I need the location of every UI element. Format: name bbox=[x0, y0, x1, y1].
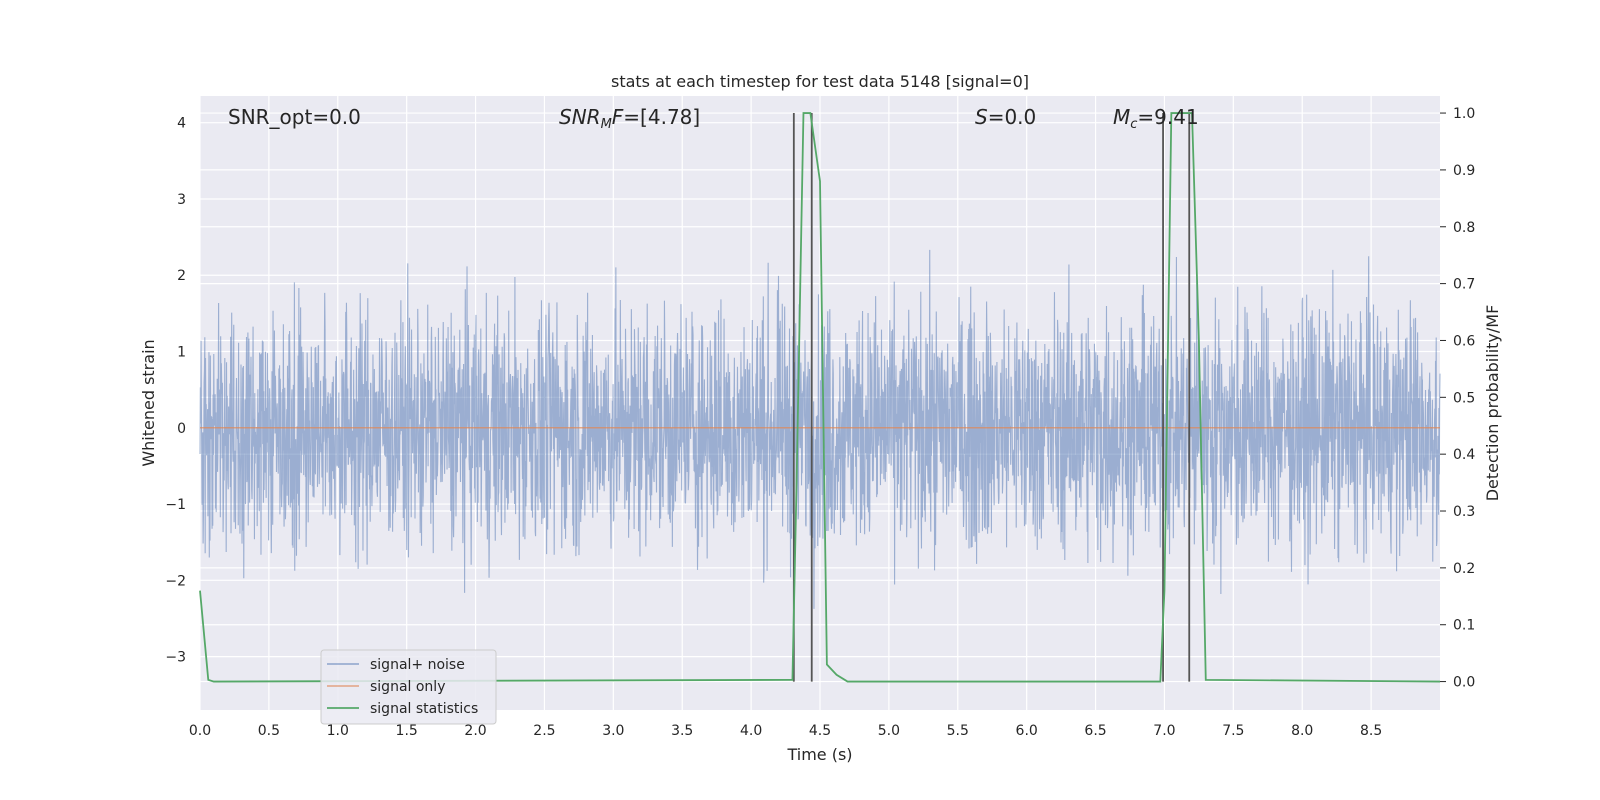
y-tick-label-left: 3 bbox=[177, 192, 186, 208]
x-tick-label: 7.0 bbox=[1153, 723, 1175, 739]
annotation-snr-opt: SNR_opt=0.0 bbox=[228, 105, 361, 129]
x-axis-label: Time (s) bbox=[786, 745, 852, 764]
y-tick-label-left: −2 bbox=[165, 573, 186, 589]
y-tick-label-right: 0.3 bbox=[1453, 504, 1475, 520]
legend-label-signal-noise: signal+ noise bbox=[370, 657, 465, 673]
series-signal-statistics bbox=[199, 112, 1441, 683]
y-tick-label-left: 0 bbox=[177, 421, 186, 437]
y-tick-label-left: −1 bbox=[165, 497, 186, 513]
x-tick-label: 7.5 bbox=[1222, 723, 1244, 739]
y-tick-label-right: 0.4 bbox=[1453, 447, 1475, 463]
legend-label-signal-statistics: signal statistics bbox=[370, 701, 478, 717]
annotation-s: S=0.0 bbox=[975, 105, 1036, 129]
y-tick-label-right: 1.0 bbox=[1453, 106, 1475, 122]
x-tick-label: 3.0 bbox=[602, 723, 624, 739]
x-tick-label: 6.5 bbox=[1084, 723, 1106, 739]
y-tick-label-right: 0.1 bbox=[1453, 618, 1475, 634]
series-line-signal-statistics bbox=[199, 112, 1441, 683]
x-tick-label: 3.5 bbox=[671, 723, 693, 739]
legend-label-signal-only: signal only bbox=[370, 679, 445, 695]
y-tick-label-right: 0.5 bbox=[1453, 390, 1475, 406]
x-tick-label: 4.5 bbox=[809, 723, 831, 739]
y-tick-label-left: −3 bbox=[165, 650, 186, 666]
x-tick-label: 2.0 bbox=[464, 723, 486, 739]
x-tick-label: 8.0 bbox=[1291, 723, 1313, 739]
legend-box bbox=[320, 649, 497, 725]
y-tick-label-right: 0.0 bbox=[1453, 675, 1475, 691]
y-tick-label-right: 0.7 bbox=[1453, 277, 1475, 293]
y-tick-label-right: 0.2 bbox=[1453, 561, 1475, 577]
y-axis-label-left: Whitened strain bbox=[139, 339, 158, 466]
y-tick-label-right: 0.9 bbox=[1453, 163, 1475, 179]
annotation-snr-mf: SNRMF=[4.78] bbox=[559, 105, 700, 132]
legend: signal+ noise signal only signal statist… bbox=[320, 649, 497, 725]
x-tick-label: 1.0 bbox=[327, 723, 349, 739]
x-tick-label: 4.0 bbox=[740, 723, 762, 739]
y-tick-label-left: 4 bbox=[177, 116, 186, 132]
x-tick-label: 5.0 bbox=[878, 723, 900, 739]
x-tick-label: 2.5 bbox=[533, 723, 555, 739]
x-tick-label: 5.5 bbox=[947, 723, 969, 739]
y-tick-label-left: 2 bbox=[177, 268, 186, 284]
chart-title: stats at each timestep for test data 514… bbox=[611, 72, 1029, 91]
x-tick-label: 8.5 bbox=[1360, 723, 1382, 739]
x-tick-label: 0.5 bbox=[258, 723, 280, 739]
annotations: SNR_opt=0.0 SNRMF=[4.78] S=0.0 Mc=9.41 bbox=[228, 105, 1199, 132]
x-tick-label: 0.0 bbox=[189, 723, 211, 739]
y-tick-label-left: 1 bbox=[177, 345, 186, 361]
ticks: 0.0 0.5 1.0 1.5 2.0 2.5 3.0 3.5 4.0 4.5 5.0 5.5 6.0 6… bbox=[165, 106, 1475, 739]
y-tick-label-right: 0.8 bbox=[1453, 220, 1475, 236]
y-tick-label-right: 0.6 bbox=[1453, 333, 1475, 349]
series-signal-noise bbox=[199, 249, 1441, 609]
annotation-mc: Mc=9.41 bbox=[1113, 105, 1199, 132]
x-tick-label: 1.5 bbox=[396, 723, 418, 739]
y-axis-label-right: Detection probability/MF bbox=[1483, 305, 1502, 502]
series-line-signal-noise bbox=[199, 249, 1441, 609]
x-tick-label: 6.0 bbox=[1016, 723, 1038, 739]
